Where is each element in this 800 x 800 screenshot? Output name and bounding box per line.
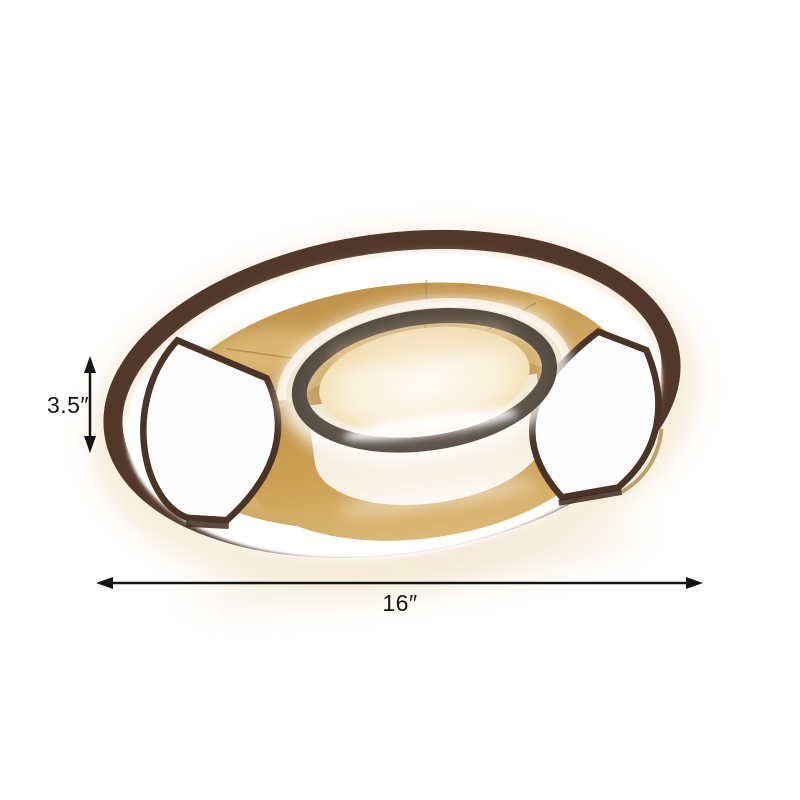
width-dimension-label: 16″: [382, 590, 417, 616]
height-arrowhead-top: [84, 356, 96, 373]
height-dimension-label: 3.5″: [47, 392, 89, 418]
right-panel-underside-edge: [558, 489, 623, 506]
height-arrowhead-bottom: [84, 436, 96, 453]
ceiling-lamp-illustration: [95, 229, 694, 609]
left-panel-underside-edge: [185, 520, 229, 529]
height-dimension: 3.5″: [47, 356, 96, 453]
right-panel-gold-sliver: [620, 428, 664, 494]
center-bloom: [266, 291, 585, 480]
soft-reflection: [188, 526, 645, 609]
width-dimension: 16″: [96, 577, 703, 616]
width-arrowhead-right: [686, 577, 703, 589]
width-arrowhead-left: [96, 577, 113, 589]
drum-bottom-glow: [337, 479, 536, 514]
